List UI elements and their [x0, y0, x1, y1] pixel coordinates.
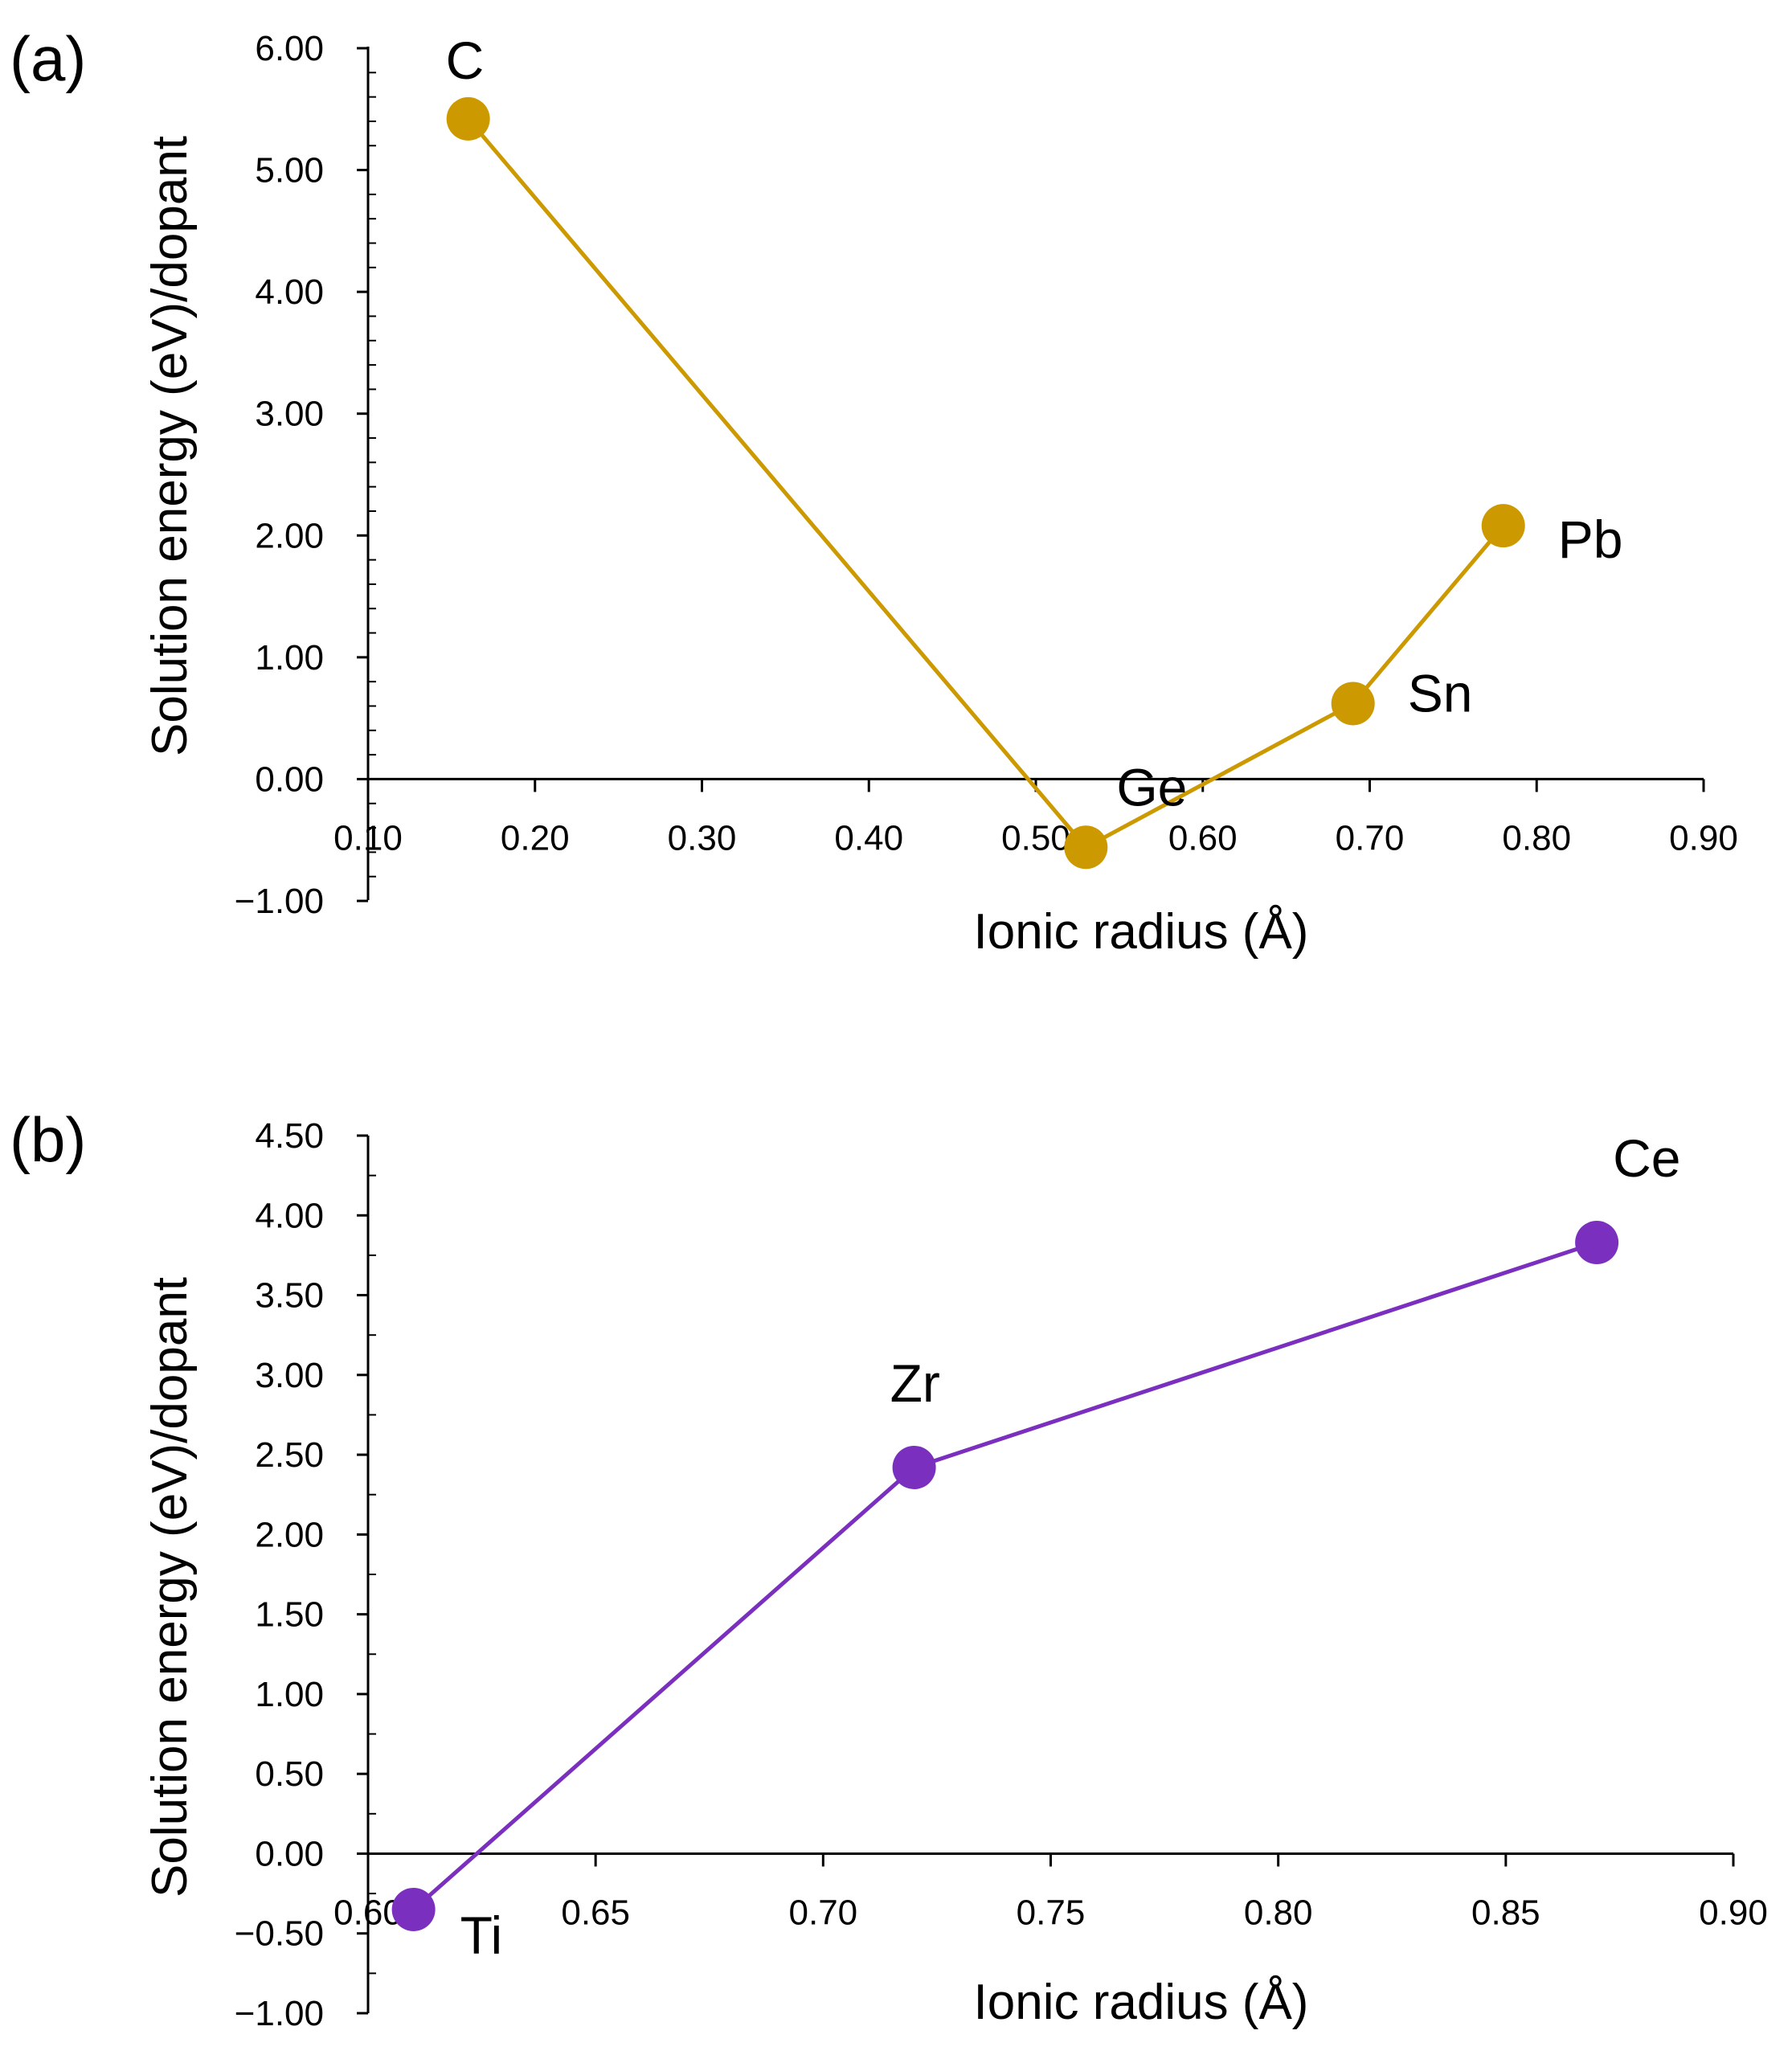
point-label-sn: Sn: [1408, 663, 1473, 723]
series-line-b: [411, 1240, 1598, 1911]
point-label-zr: Zr: [890, 1353, 940, 1413]
y-tick-label: −1.00: [235, 882, 324, 921]
y-tick-label: 4.50: [255, 1116, 324, 1156]
y-tick-label: 4.00: [255, 1196, 324, 1235]
data-points-b: [391, 1221, 1619, 1931]
x-tick-label: 0.80: [1502, 818, 1571, 858]
y-tick-label: 6.00: [255, 29, 324, 68]
point-label-ge: Ge: [1116, 757, 1187, 817]
data-point-ge: [1064, 825, 1108, 870]
x-tick-label: 0.70: [1336, 818, 1405, 858]
x-tick-label: 0.90: [1669, 818, 1738, 858]
data-point-ce: [1575, 1221, 1619, 1265]
x-tick-label: 0.80: [1244, 1893, 1313, 1932]
data-point-sn: [1331, 682, 1375, 726]
point-label-ti: Ti: [460, 1906, 503, 1965]
y-axis-title-b: Solution energy (eV)/dopant: [142, 1277, 198, 1897]
point-label-c: C: [446, 31, 485, 90]
panel-label-b: (b): [10, 1104, 86, 1175]
x-tick-label: 0.60: [333, 1893, 403, 1932]
x-tick-label: 0.50: [1001, 818, 1070, 858]
data-point-ti: [391, 1887, 436, 1931]
y-tick-label: 1.00: [255, 638, 324, 677]
y-tick-label: 4.00: [255, 272, 324, 312]
y-ticks-b: −1.00 −0.50 0.00 0.50 1.00 1.50 2.00 2.50 3.00 3.…: [235, 1116, 376, 2033]
chart-panel-a: (a) Solution energy (eV)/dopant Ionic ra…: [10, 23, 1738, 960]
x-tick-label: 0.60: [1168, 818, 1238, 858]
data-points-a: [446, 96, 1525, 870]
y-tick-label: 2.00: [255, 1515, 324, 1554]
y-tick-label: 0.00: [255, 759, 324, 799]
y-tick-label: 2.00: [255, 516, 324, 555]
x-axis-title-b: Ionic radius (Å): [974, 1975, 1309, 2030]
y-ticks-a: −1.00 0.00 1.00 2.00 3.00 4.00 5.00 6.00: [235, 29, 376, 921]
point-labels-a: C Ge Sn Pb: [446, 31, 1623, 817]
point-label-ce: Ce: [1613, 1128, 1680, 1188]
data-point-pb: [1481, 504, 1525, 548]
y-tick-label: 3.50: [255, 1276, 324, 1316]
x-tick-label: 0.70: [789, 1893, 858, 1932]
x-tick-label: 0.75: [1017, 1893, 1086, 1932]
y-tick-label: 0.00: [255, 1834, 324, 1873]
y-tick-label: 0.50: [255, 1754, 324, 1794]
series-line-a: [466, 117, 1505, 850]
x-tick-label: 0.10: [333, 818, 403, 858]
x-ticks-a: 0.10 0.20 0.30 0.40 0.50 0.60 0.70 0.80 0.90: [333, 779, 1738, 858]
x-ticks-b: 0.60 0.65 0.70 0.75 0.80 0.85 0.90: [333, 1853, 1768, 1932]
x-tick-label: 0.90: [1699, 1893, 1768, 1932]
y-tick-label: 3.00: [255, 1356, 324, 1395]
y-tick-label: 1.50: [255, 1595, 324, 1635]
y-tick-label: 3.00: [255, 395, 324, 434]
y-tick-label: 2.50: [255, 1435, 324, 1475]
x-tick-label: 0.30: [668, 818, 737, 858]
x-tick-label: 0.20: [501, 818, 570, 858]
y-tick-label: 1.00: [255, 1675, 324, 1714]
x-tick-label: 0.40: [834, 818, 903, 858]
panel-label-a: (a): [10, 23, 86, 94]
x-tick-label: 0.85: [1471, 1893, 1540, 1932]
chart-panel-b: (b) Solution energy (eV)/dopant Ionic ra…: [10, 1104, 1768, 2033]
data-point-zr: [892, 1445, 936, 1489]
point-labels-b: Ti Zr Ce: [460, 1128, 1681, 1965]
x-tick-label: 0.65: [561, 1893, 630, 1932]
x-axis-title-a: Ionic radius (Å): [974, 904, 1309, 960]
y-tick-label: −0.50: [235, 1914, 324, 1954]
y-tick-label: −1.00: [235, 1994, 324, 2033]
point-label-pb: Pb: [1558, 510, 1623, 569]
y-axis-title-a: Solution energy (eV)/dopant: [142, 136, 198, 756]
y-tick-label: 5.00: [255, 151, 324, 190]
data-point-c: [446, 96, 490, 141]
